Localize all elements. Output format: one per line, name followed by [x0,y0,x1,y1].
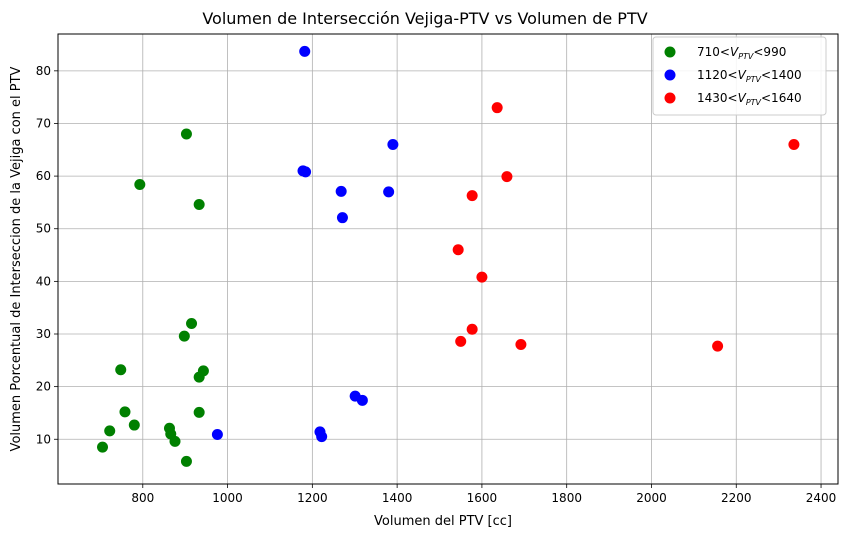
data-point [169,435,181,447]
data-point [476,271,488,283]
data-point [115,364,127,376]
x-tick-label: 1600 [467,491,498,505]
data-point [335,185,347,197]
data-point [97,441,109,453]
y-axis-ticks: 10 20 30 40 50 60 70 80 [36,64,58,446]
data-point [119,406,131,418]
x-tick-label: 1200 [297,491,328,505]
data-point [356,394,368,406]
data-point [211,429,223,441]
x-axis-label: Volumen del PTV [cc] [374,514,512,529]
legend-label: 1430<VPTV<1640 [697,91,802,107]
data-point [316,431,328,443]
data-point [387,139,399,151]
data-point [300,166,312,178]
legend: 710<VPTV<990 1120<VPTV<1400 1430<VPTV<1640 [652,36,827,116]
legend-marker [664,46,676,58]
data-point [491,102,503,114]
data-point [178,330,190,342]
legend-marker [664,92,676,104]
y-tick-label: 20 [36,380,51,394]
y-tick-label: 10 [36,432,51,446]
data-point [466,323,478,335]
data-points [97,45,800,467]
x-tick-label: 800 [131,491,154,505]
x-tick-label: 1800 [551,491,582,505]
x-tick-label: 2400 [806,491,837,505]
data-point [515,339,527,351]
y-tick-label: 70 [36,116,51,130]
legend-marker [664,69,676,81]
data-point [466,190,478,202]
y-tick-label: 50 [36,222,51,236]
data-point [712,340,724,352]
legend-label: 710<VPTV<990 [697,45,786,61]
data-point [455,335,467,347]
x-tick-label: 1000 [212,491,243,505]
data-point [104,425,116,437]
data-point [788,139,800,151]
data-point [501,171,513,183]
data-point [383,186,395,198]
x-tick-label: 2000 [636,491,667,505]
y-tick-label: 60 [36,169,51,183]
y-tick-label: 40 [36,274,51,288]
y-axis-label: Volumen Porcentual de Interseccion de la… [9,66,24,451]
plot-frame [57,33,839,485]
data-point [180,455,192,467]
y-tick-label: 30 [36,327,51,341]
data-point [180,128,192,140]
data-point [193,406,205,418]
chart-title: Volumen de Intersección Vejiga-PTV vs Vo… [202,9,647,28]
legend-box [652,36,827,116]
data-point [186,317,198,329]
y-tick-label: 80 [36,64,51,78]
x-axis-ticks: 800 1000 1200 1400 1600 1800 2000 2200 2400 [131,484,836,505]
x-tick-label: 1400 [382,491,413,505]
data-point [299,45,311,57]
data-point [452,244,464,256]
legend-label: 1120<VPTV<1400 [697,68,802,84]
data-point [336,212,348,224]
data-point [128,419,140,431]
data-point [193,371,205,383]
x-tick-label: 2200 [721,491,752,505]
data-point [134,179,146,191]
data-point [193,199,205,211]
